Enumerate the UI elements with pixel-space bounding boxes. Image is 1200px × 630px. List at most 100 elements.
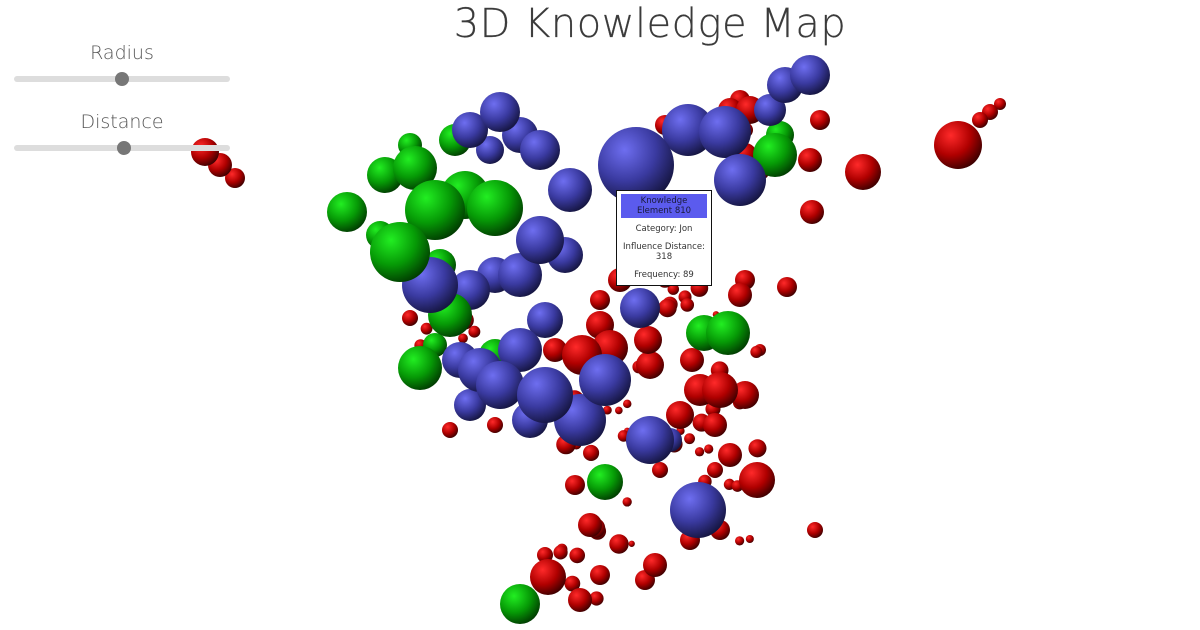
knowledge-element-sphere[interactable] [694, 447, 705, 457]
knowledge-element-sphere[interactable] [667, 283, 680, 295]
knowledge-element-sphere[interactable] [714, 154, 766, 206]
knowledge-element-sphere[interactable] [777, 277, 797, 297]
knowledge-element-sphere[interactable] [589, 591, 604, 606]
knowledge-element-sphere[interactable] [662, 104, 714, 156]
knowledge-element-sphere[interactable] [753, 133, 797, 177]
knowledge-element-sphere[interactable] [543, 338, 567, 362]
knowledge-element-sphere[interactable] [750, 345, 763, 359]
knowledge-element-sphere[interactable] [680, 298, 695, 312]
knowledge-element-sphere[interactable] [327, 192, 367, 232]
knowledge-element-sphere[interactable] [634, 326, 662, 354]
knowledge-element-sphere[interactable] [628, 540, 635, 547]
knowledge-element-sphere[interactable] [626, 416, 674, 464]
knowledge-element-sphere[interactable] [670, 482, 726, 538]
knowledge-element-sphere[interactable] [398, 346, 442, 390]
knowledge-element-sphere[interactable] [458, 333, 468, 344]
knowledge-element-sphere[interactable] [225, 168, 245, 188]
knowledge-element-sphere[interactable] [452, 112, 488, 148]
knowledge-element-sphere[interactable] [636, 351, 664, 379]
knowledge-element-sphere[interactable] [467, 180, 523, 236]
knowledge-element-sphere[interactable] [498, 328, 542, 372]
knowledge-element-sphere[interactable] [590, 565, 610, 585]
knowledge-element-sphere[interactable] [620, 288, 660, 328]
knowledge-element-sphere[interactable] [476, 361, 524, 409]
knowledge-element-sphere[interactable] [569, 547, 586, 564]
knowledge-element-sphere[interactable] [728, 283, 752, 307]
knowledge-element-sphere[interactable] [609, 534, 629, 554]
knowledge-element-sphere[interactable] [587, 464, 623, 500]
knowledge-element-sphere[interactable] [739, 462, 775, 498]
knowledge-element-sphere[interactable] [598, 127, 674, 203]
knowledge-element-sphere[interactable] [845, 154, 881, 190]
knowledge-element-sphere[interactable] [807, 522, 823, 538]
knowledge-element-sphere[interactable] [994, 98, 1006, 110]
knowledge-element-sphere[interactable] [790, 55, 830, 95]
knowledge-element-sphere[interactable] [748, 439, 767, 458]
knowledge-element-sphere[interactable] [972, 112, 988, 128]
knowledge-element-sphere[interactable] [530, 559, 566, 595]
radius-slider[interactable] [14, 72, 230, 86]
tooltip-influence: Influence Distance: 318 [623, 242, 705, 262]
distance-slider[interactable] [14, 141, 230, 155]
knowledge-element-sphere[interactable] [516, 216, 564, 264]
knowledge-element-sphere[interactable] [500, 584, 540, 624]
knowledge-element-sphere[interactable] [704, 444, 714, 454]
knowledge-element-sphere[interactable] [658, 298, 677, 318]
radius-label: Radius [90, 42, 154, 64]
knowledge-element-sphere[interactable] [731, 381, 759, 409]
knowledge-element-sphere[interactable] [370, 222, 430, 282]
knowledge-element-sphere[interactable] [579, 354, 631, 406]
knowledge-element-sphere[interactable] [745, 535, 754, 544]
knowledge-element-sphere[interactable] [602, 405, 612, 415]
knowledge-element-sphere[interactable] [684, 433, 696, 445]
knowledge-element-sphere[interactable] [568, 588, 592, 612]
knowledge-element-sphere[interactable] [623, 399, 632, 409]
tooltip-category: Category: Jon [635, 224, 693, 234]
knowledge-element-sphere[interactable] [578, 513, 602, 537]
knowledge-element-sphere[interactable] [480, 92, 520, 132]
page-title: 3D Knowledge Map [453, 1, 847, 47]
knowledge-element-sphere[interactable] [498, 253, 542, 297]
knowledge-element-sphere[interactable] [476, 136, 504, 164]
knowledge-element-sphere[interactable] [454, 389, 486, 421]
knowledge-element-sphere[interactable] [699, 106, 751, 158]
knowledge-element-sphere[interactable] [934, 121, 982, 169]
knowledge-element-sphere[interactable] [548, 168, 592, 212]
knowledge-element-sphere[interactable] [798, 148, 822, 172]
radius-slider-thumb[interactable] [115, 72, 129, 86]
knowledge-element-sphere[interactable] [520, 130, 560, 170]
distance-slider-thumb[interactable] [117, 141, 131, 155]
knowledge-element-sphere[interactable] [553, 545, 568, 560]
knowledge-element-sphere[interactable] [718, 443, 742, 467]
knowledge-element-sphere[interactable] [420, 322, 433, 335]
knowledge-element-sphere[interactable] [706, 311, 750, 355]
knowledge-element-sphere[interactable] [643, 553, 667, 577]
knowledge-element-sphere[interactable] [583, 444, 600, 461]
knowledge-element-sphere[interactable] [680, 348, 704, 372]
knowledge-element-sphere[interactable] [666, 401, 694, 429]
knowledge-element-sphere[interactable] [405, 180, 465, 240]
knowledge-element-sphere[interactable] [707, 462, 723, 478]
knowledge-element-sphere[interactable] [442, 422, 458, 438]
knowledge-element-sphere[interactable] [754, 94, 786, 126]
knowledge-element-sphere[interactable] [393, 146, 437, 190]
knowledge-element-sphere[interactable] [537, 547, 553, 563]
knowledge-element-sphere[interactable] [703, 413, 727, 437]
knowledge-element-sphere[interactable] [468, 325, 481, 338]
knowledge-element-sphere[interactable] [402, 310, 418, 326]
knowledge-element-sphere[interactable] [564, 575, 581, 592]
knowledge-element-sphere[interactable] [487, 417, 503, 433]
knowledge-element-sphere[interactable] [702, 372, 738, 408]
knowledge-element-sphere[interactable] [590, 290, 610, 310]
knowledge-spheres[interactable] [191, 55, 1006, 624]
knowledge-element-sphere[interactable] [810, 110, 830, 130]
knowledge-element-sphere[interactable] [565, 475, 585, 495]
knowledge-element-sphere[interactable] [527, 302, 563, 338]
knowledge-element-sphere[interactable] [735, 536, 745, 546]
knowledge-element-sphere[interactable] [652, 462, 668, 478]
knowledge-element-sphere[interactable] [622, 497, 632, 507]
knowledge-element-sphere[interactable] [615, 406, 623, 415]
knowledge-element-sphere[interactable] [800, 200, 824, 224]
knowledge-element-sphere[interactable] [517, 367, 573, 423]
